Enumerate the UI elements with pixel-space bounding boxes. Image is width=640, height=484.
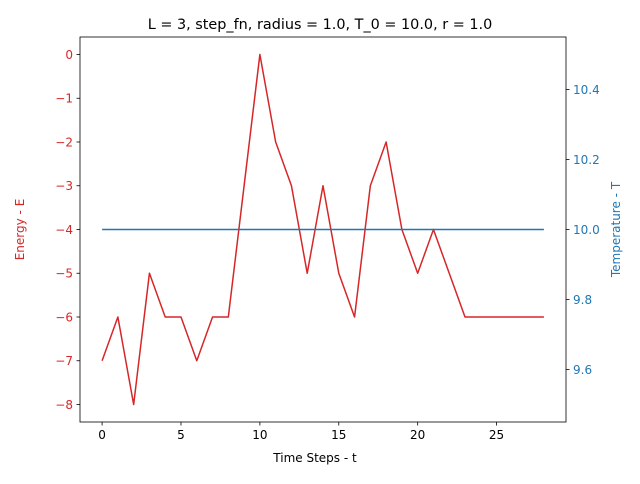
x-tick-label: 20: [410, 428, 425, 442]
y-left-tick-label: −4: [55, 223, 73, 237]
plot-area: [101, 53, 544, 406]
axes: 0 5 10 15 20 25 0 −1 −2 −3 −4 −5 −6 −7 −8 9.6 9.8 10.0 10.…: [55, 36, 600, 442]
y-right-tick-label: 10.4: [573, 83, 600, 97]
y-right-tick-label: 9.8: [573, 293, 592, 307]
y-left-tick-label: 0: [65, 48, 73, 62]
y-axis-right-label: Temperature - T: [609, 181, 623, 278]
x-tick-label: 5: [177, 428, 185, 442]
x-axis-label: Time Steps - t: [272, 451, 357, 465]
y-right-tick-label: 9.6: [573, 363, 592, 377]
energy-series-line: [101, 53, 544, 406]
y-left-tick-label: −8: [55, 398, 73, 412]
y-left-tick-label: −6: [55, 310, 73, 324]
y-left-tick-label: −2: [55, 135, 73, 149]
y-left-tick-label: −7: [55, 354, 73, 368]
y-left-tick-label: −1: [55, 92, 73, 106]
y-right-tick-label: 10.2: [573, 153, 600, 167]
x-tick-label: 15: [331, 428, 346, 442]
x-tick-label: 25: [489, 428, 504, 442]
y-right-tick-label: 10.0: [573, 223, 600, 237]
chart-title: L = 3, step_fn, radius = 1.0, T_0 = 10.0…: [148, 17, 492, 33]
x-tick-label: 10: [252, 428, 267, 442]
y-left-tick-label: −5: [55, 267, 73, 281]
x-tick-label: 0: [98, 428, 106, 442]
y-axis-left-label: Energy - E: [13, 199, 27, 261]
y-left-tick-label: −3: [55, 179, 73, 193]
